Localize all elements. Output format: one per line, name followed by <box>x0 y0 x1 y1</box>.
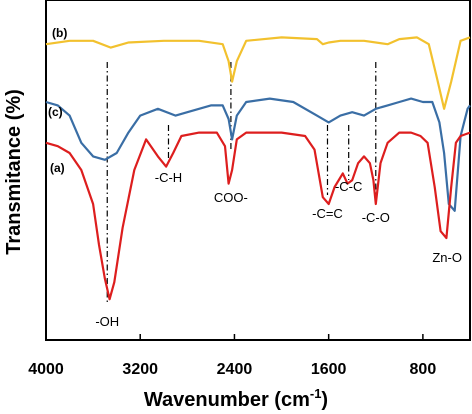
annotation-label-2: COO- <box>214 190 248 205</box>
annotation-labels: (b) (c) (a) -OH -C-H COO- -C=C -C-C -C-O Zn-O <box>48 26 462 329</box>
x-axis-title: Wavenumber (cm-1) <box>144 386 328 411</box>
annotation-label-zn-o: Zn-O <box>432 250 462 265</box>
series-label-0: (b) <box>52 26 67 40</box>
x-tick-label-1: 3200 <box>122 361 158 378</box>
annotation-label-0: -OH <box>95 314 119 329</box>
x-tick-label-0: 4000 <box>28 361 64 378</box>
series-label-1: (c) <box>48 105 63 119</box>
series-line-1 <box>45 97 471 212</box>
annotation-label-5: -C-O <box>362 210 390 225</box>
x-tick-label-4: 800 <box>410 361 437 378</box>
plot-frame <box>45 0 471 341</box>
x-tick-label-3: 1600 <box>311 361 347 378</box>
series-label-2: (a) <box>50 161 65 175</box>
annotation-label-4: -C-C <box>335 179 362 194</box>
series-line-2 <box>45 131 471 301</box>
x-tick-label-2: 2400 <box>217 361 253 378</box>
series-layer <box>45 36 471 301</box>
x-axis-ticks: 4000 3200 2400 1600 800 <box>28 334 436 378</box>
annotation-label-1: -C-H <box>155 170 182 185</box>
y-axis-title: Transmitance (%) <box>3 89 25 255</box>
series-line-0 <box>45 36 471 110</box>
annotation-label-3: -C=C <box>312 206 343 221</box>
